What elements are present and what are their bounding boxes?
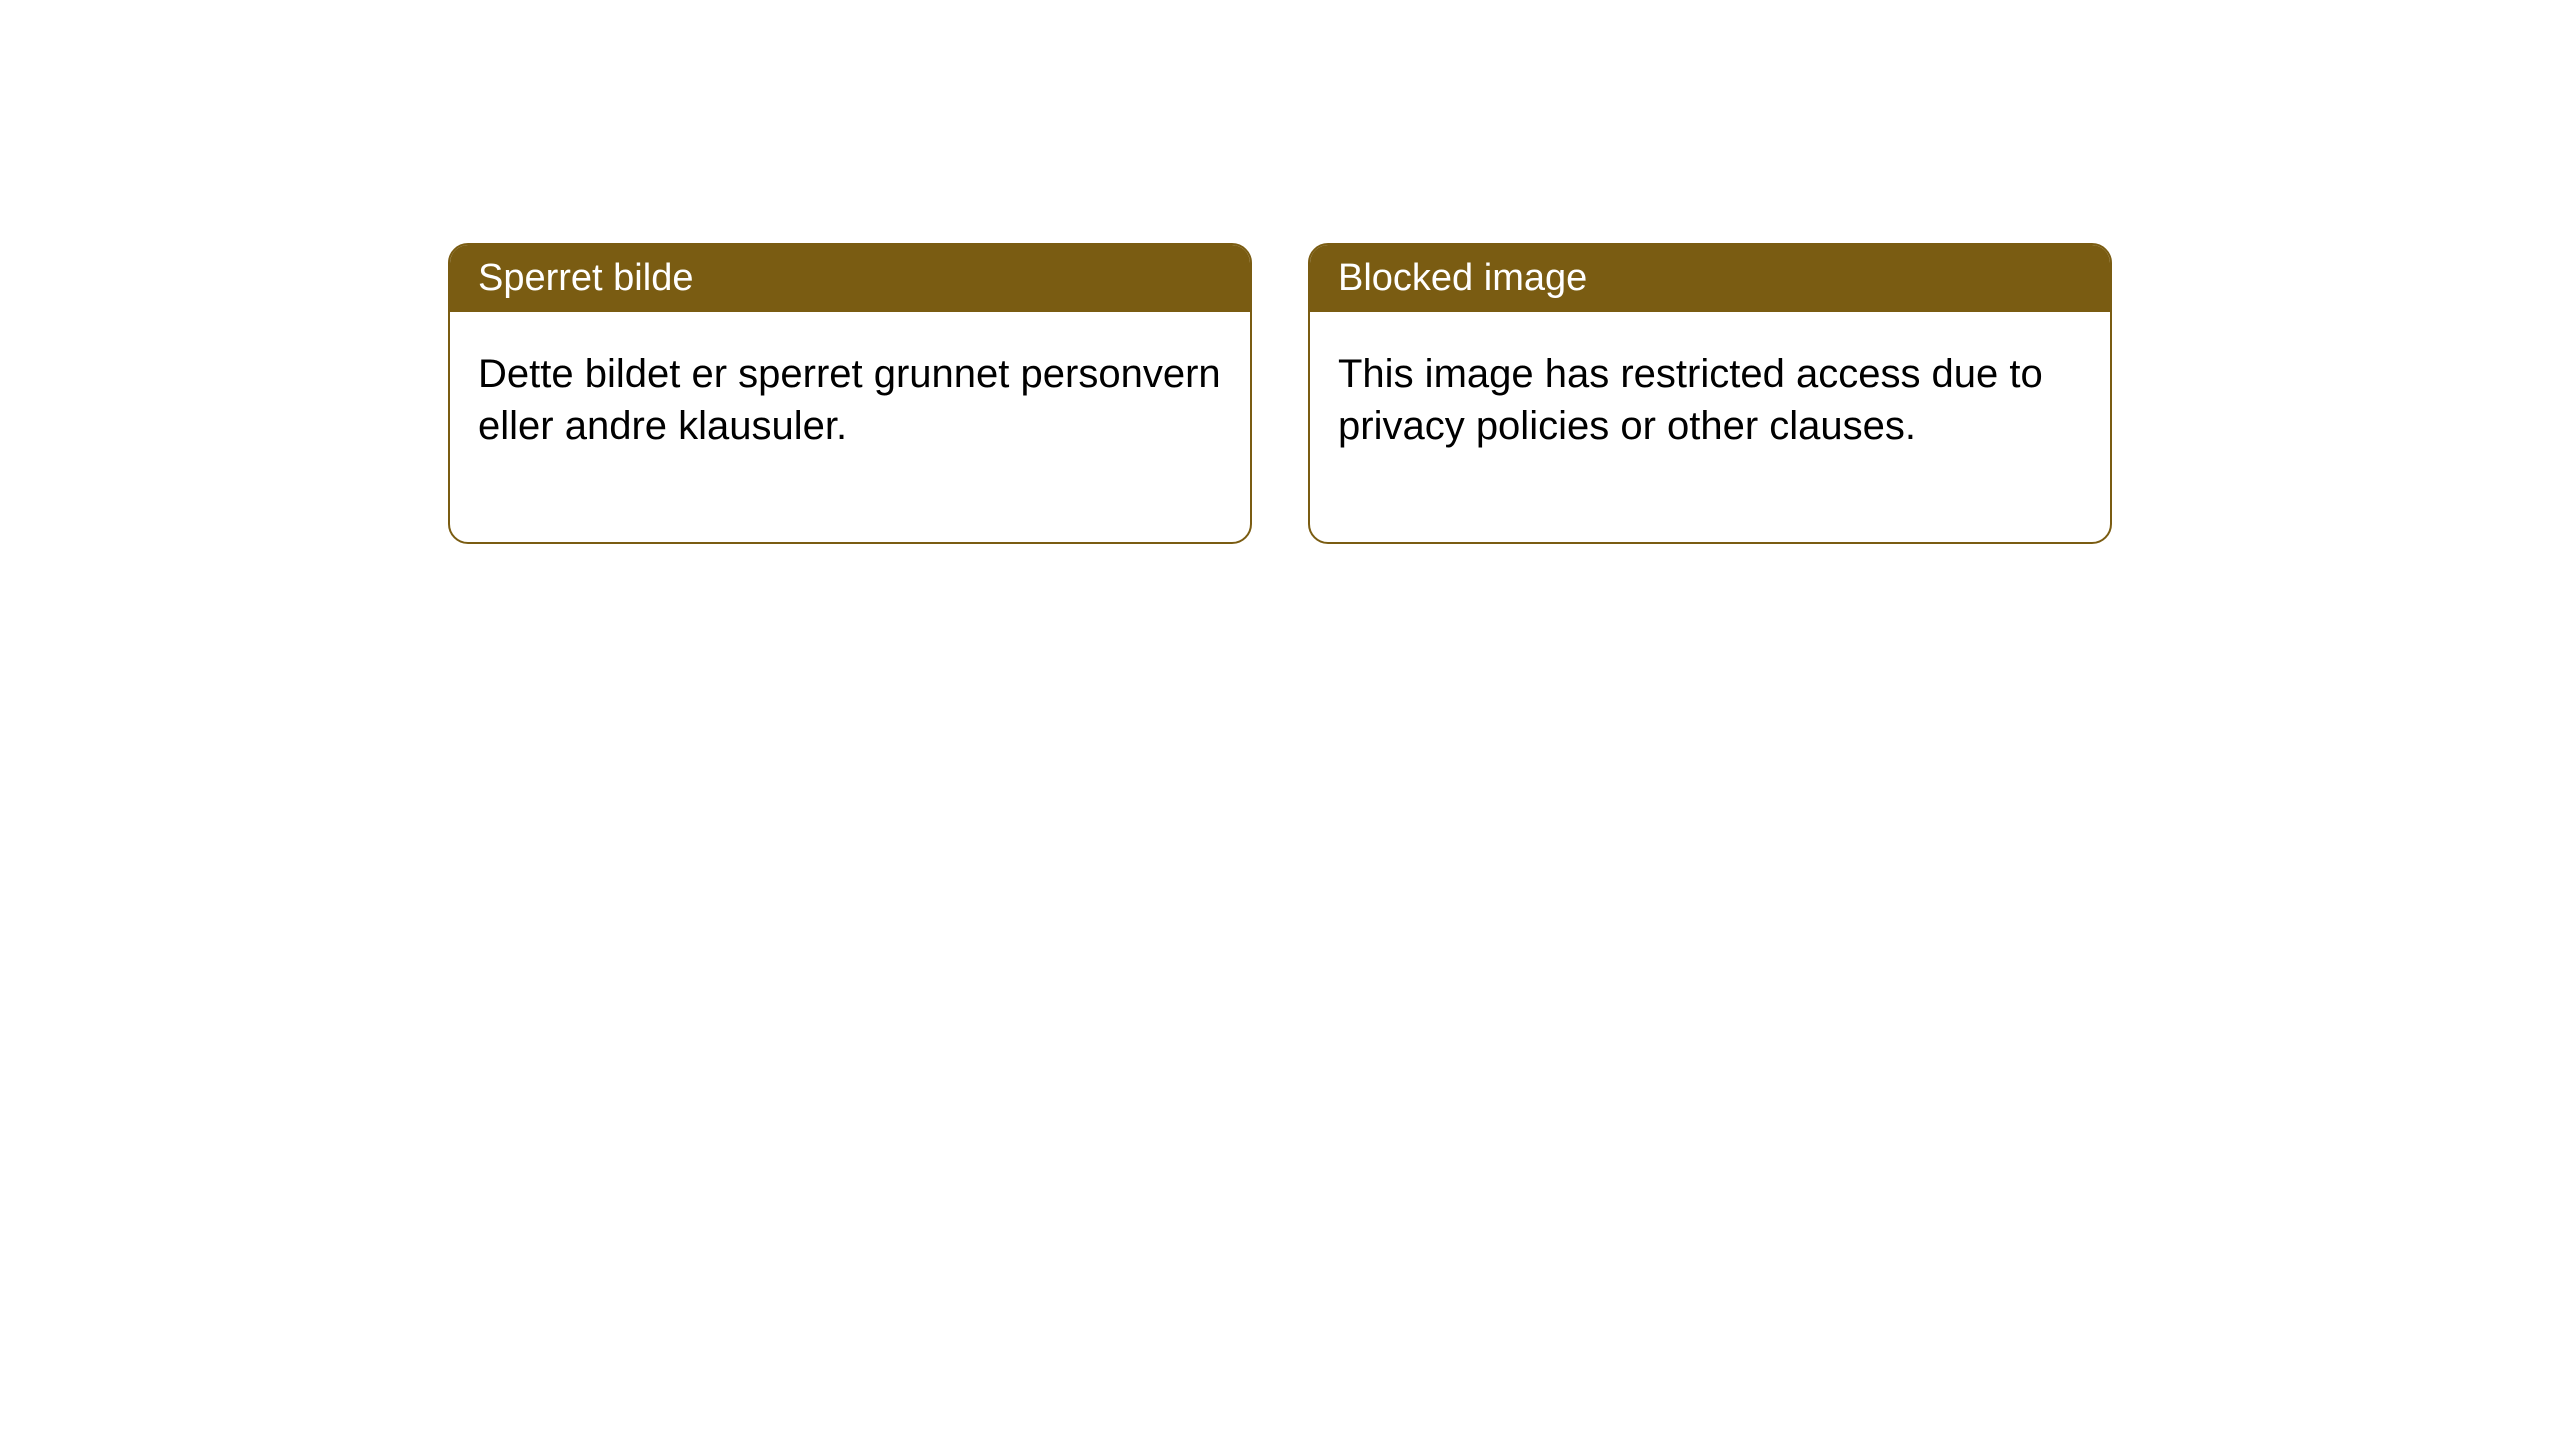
notice-title: Blocked image [1310,245,2110,312]
notice-body: Dette bildet er sperret grunnet personve… [450,312,1250,542]
notice-body: This image has restricted access due to … [1310,312,2110,542]
notice-card-english: Blocked image This image has restricted … [1308,243,2112,544]
notice-container: Sperret bilde Dette bildet er sperret gr… [0,0,2560,544]
notice-title: Sperret bilde [450,245,1250,312]
notice-card-norwegian: Sperret bilde Dette bildet er sperret gr… [448,243,1252,544]
